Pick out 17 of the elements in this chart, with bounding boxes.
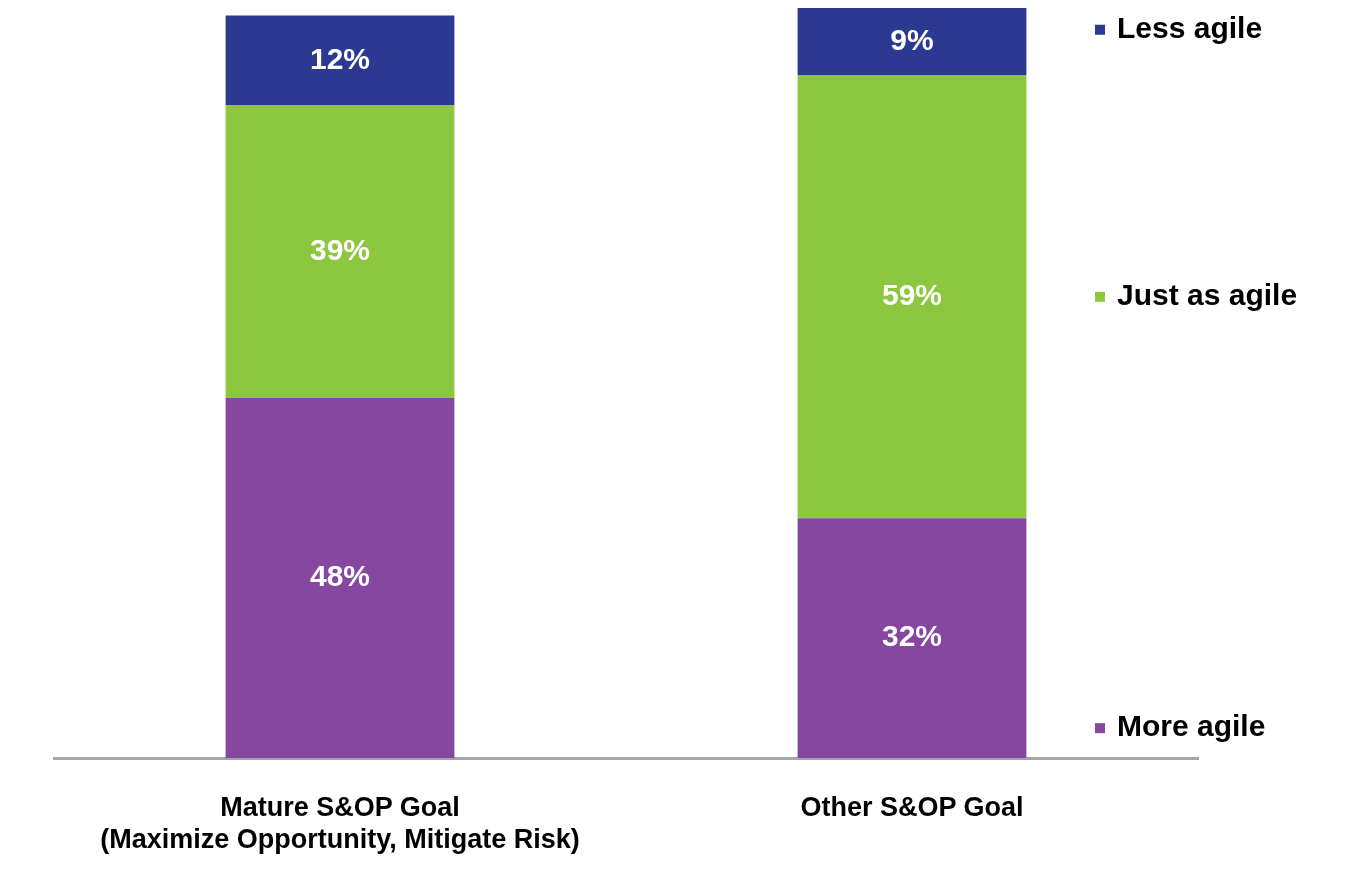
bar [225, 15, 455, 106]
data-label: 32% [881, 619, 943, 653]
bar [225, 398, 455, 759]
data-label: 39% [309, 233, 371, 267]
bar [797, 75, 1027, 519]
bar [797, 518, 1027, 759]
legend-label: Just as agile [1117, 278, 1298, 312]
bar [797, 8, 1027, 76]
data-label: 59% [881, 278, 943, 312]
data-label: 9% [890, 23, 934, 57]
x-tick-label: Other S&OP Goal [800, 791, 1024, 822]
data-label: 12% [309, 41, 371, 75]
legend-label: More agile [1117, 709, 1266, 743]
x-tick-label: Mature S&OP Goal (Maximize Opportunity, Mitigate Risk) [100, 791, 580, 855]
legend-label: Less agile [1117, 11, 1263, 45]
data-label: 48% [309, 559, 371, 593]
bar [225, 105, 455, 399]
